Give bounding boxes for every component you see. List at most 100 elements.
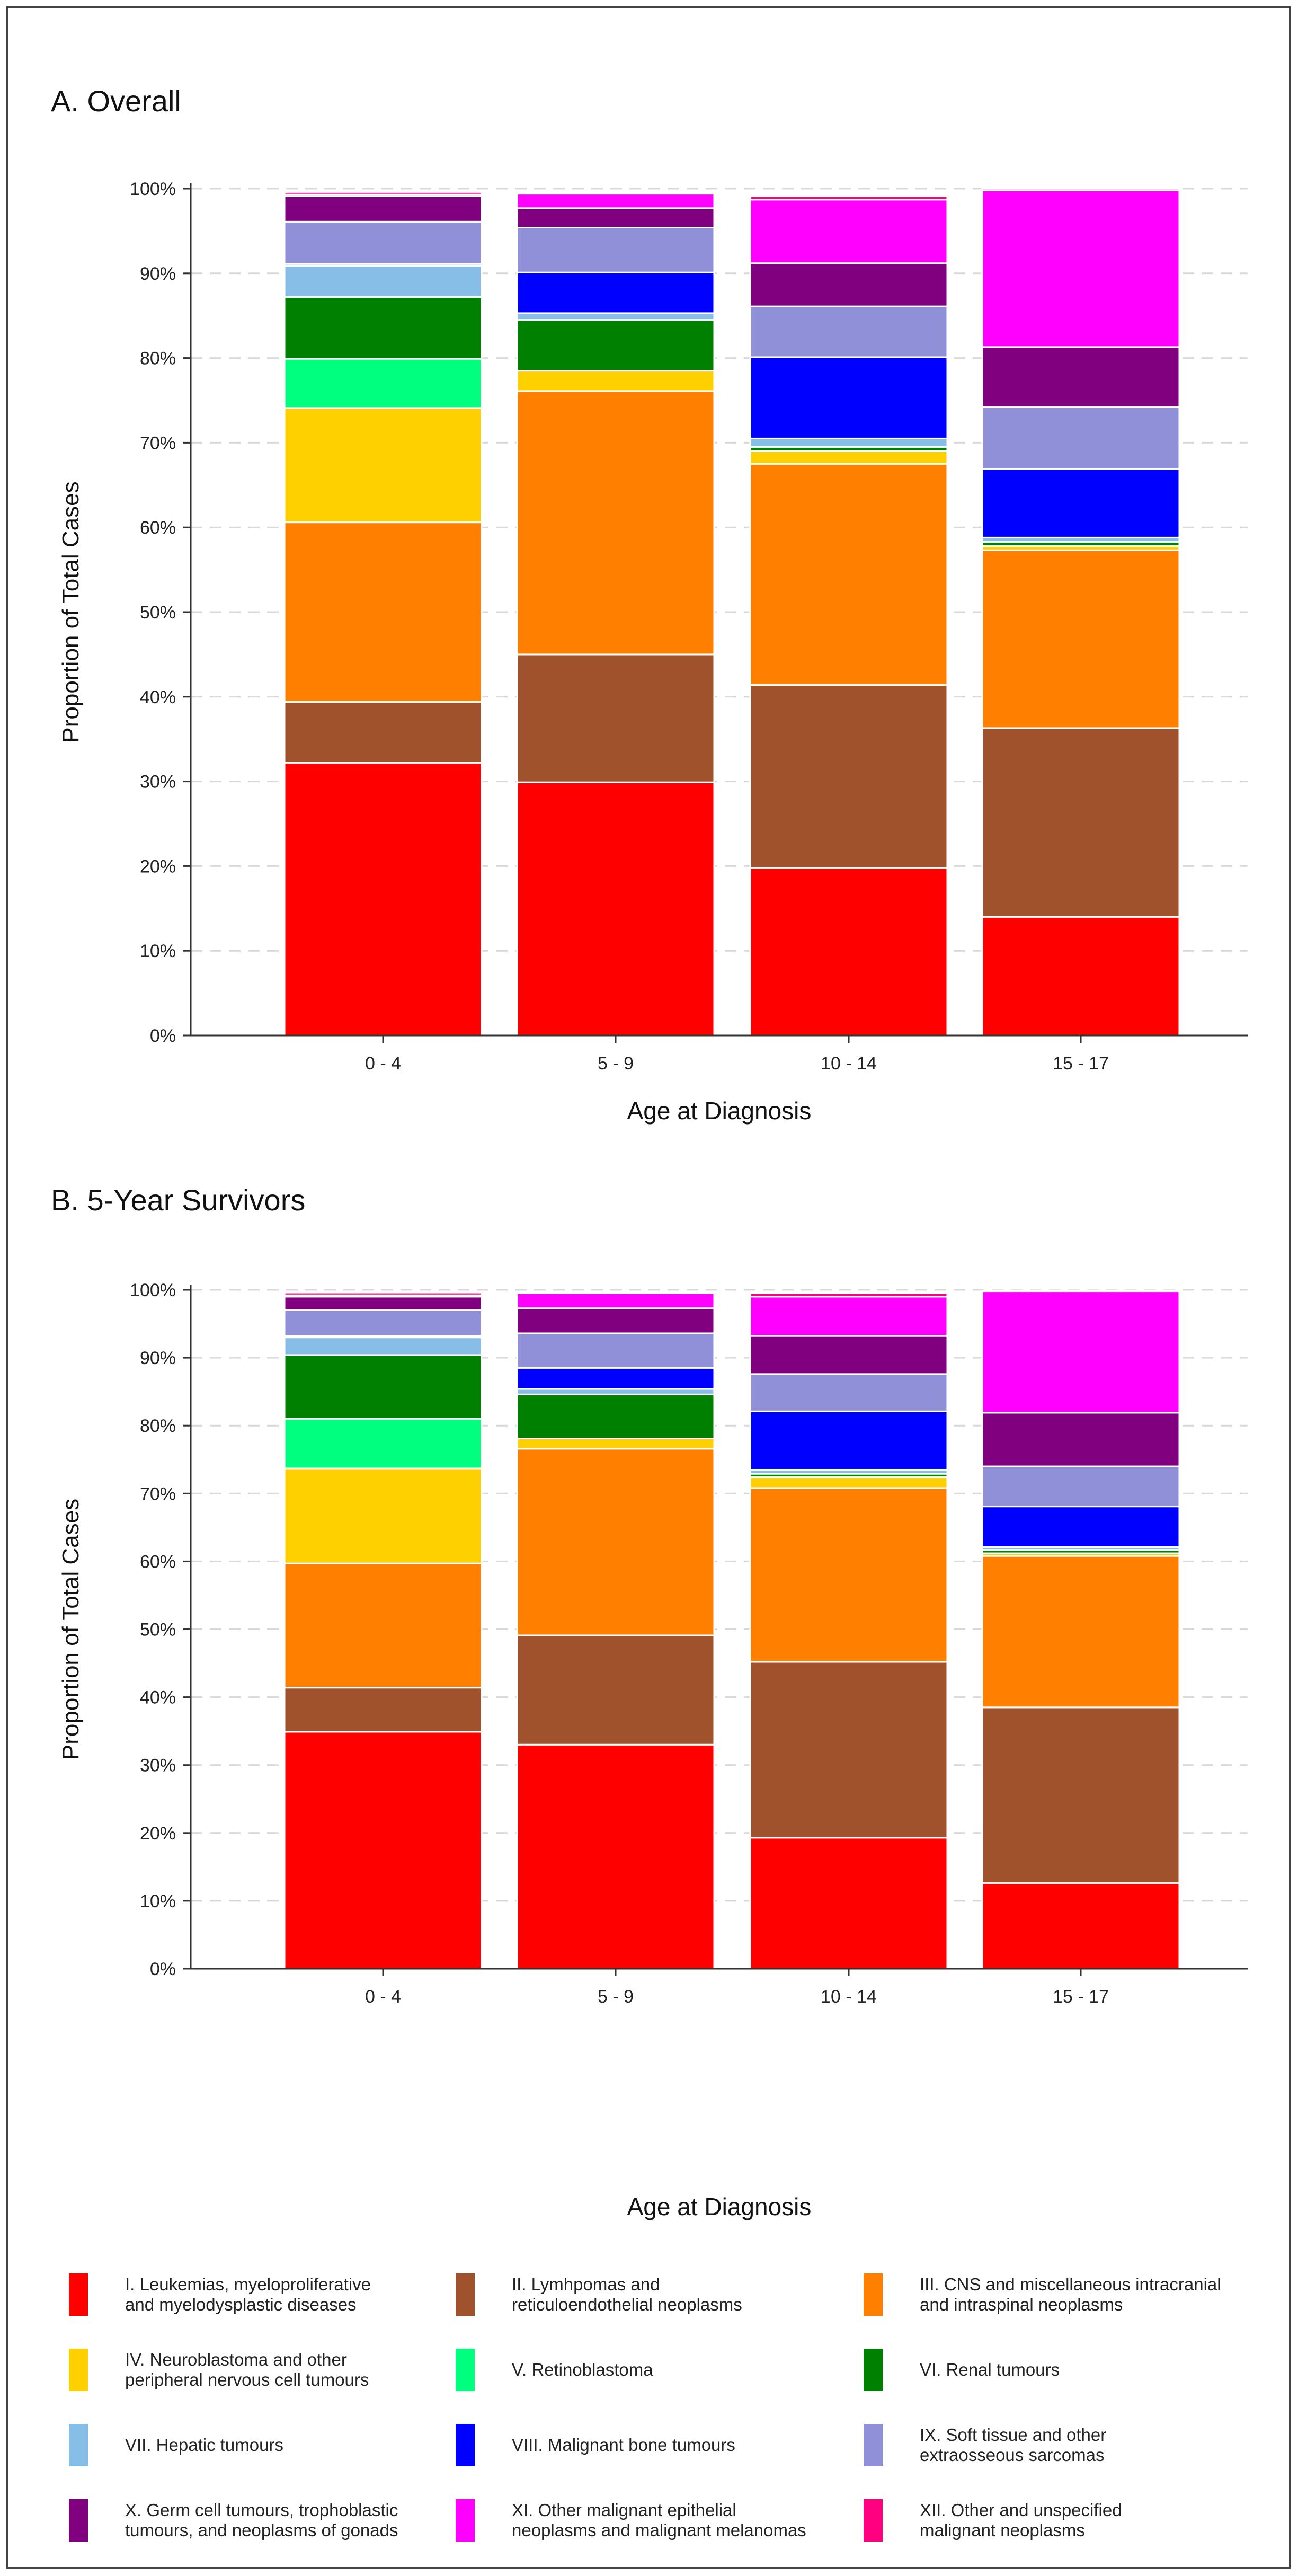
x-tick-label: 10 - 14 — [821, 1054, 877, 1074]
bar-segment-x — [749, 1335, 948, 1375]
bar-segment-xii — [516, 192, 715, 195]
y-tick-label: 20% — [140, 1823, 176, 1844]
bar-segment-ix — [283, 1309, 483, 1337]
legend-label-ii: II. Lymhpomas and reticuloendothelial ne… — [512, 2274, 742, 2314]
bar-segment-iii — [516, 390, 715, 656]
y-tick-label: 50% — [140, 603, 176, 623]
y-tick-label: 90% — [140, 264, 176, 284]
bar-segment-xii — [283, 1291, 483, 1296]
bar-segment-v — [283, 1418, 483, 1470]
legend-item-i: I. Leukemias, myeloproliferative and mye… — [69, 2268, 456, 2321]
bar-segment-ii — [283, 1687, 483, 1733]
bar-segment-xii — [981, 188, 1180, 191]
bar-segment-viii — [981, 468, 1180, 538]
y-tick-label: 90% — [140, 1348, 176, 1368]
legend-item-ix: IX. Soft tissue and other extraosseous s… — [864, 2419, 1266, 2472]
bar-segment-vi — [283, 296, 483, 360]
bar-segment-iv — [516, 1438, 715, 1450]
bar-segment-iv — [749, 1476, 948, 1489]
x-tick-label: 5 - 9 — [598, 1054, 634, 1074]
bar-segment-i — [749, 1837, 948, 1970]
legend-item-ii: II. Lymhpomas and reticuloendothelial ne… — [456, 2268, 864, 2321]
y-axis-label: Proportion of Total Cases — [58, 481, 84, 742]
legend-item-xii: XII. Other and unspecified malignant neo… — [864, 2494, 1266, 2547]
legend-swatch-i — [69, 2273, 88, 2316]
bar-segment-x — [981, 346, 1180, 408]
legend-swatch-vii — [69, 2424, 88, 2466]
legend-label-xii: XII. Other and unspecified malignant neo… — [920, 2500, 1122, 2540]
y-tick-label: 40% — [140, 687, 176, 707]
bar-segment-ii — [516, 653, 715, 783]
y-tick-label: 10% — [140, 941, 176, 961]
bar-segment-iii — [749, 1487, 948, 1663]
legend-label-v: V. Retinoblastoma — [512, 2360, 653, 2379]
bar-segment-xi — [749, 1296, 948, 1337]
bar-segment-vii — [283, 264, 483, 298]
y-tick-label: 30% — [140, 772, 176, 792]
y-tick-label: 0% — [150, 1026, 176, 1046]
bar-segment-ix — [283, 220, 483, 265]
bar-segment-i — [283, 1731, 483, 1970]
bar-segment-ix — [749, 305, 948, 358]
bar-segment-ii — [749, 1661, 948, 1839]
bar-segment-xii — [981, 1289, 1180, 1293]
bar-segment-vi — [516, 1393, 715, 1440]
legend-swatch-viii — [456, 2424, 475, 2466]
bar-segment-ii — [981, 727, 1180, 918]
bar-segment-x — [749, 262, 948, 307]
legend-label-vii: VII. Hepatic tumours — [125, 2435, 283, 2455]
legend-item-iii: III. CNS and miscellaneous intracranial … — [864, 2268, 1266, 2321]
legend-label-x: X. Germ cell tumours, trophoblastic tumo… — [125, 2500, 398, 2540]
bar-segment-iii — [283, 521, 483, 703]
bar-segment-vi — [516, 319, 715, 372]
bar-segment-x — [981, 1412, 1180, 1467]
legend-label-xi: XI. Other malignant epithelial neoplasms… — [512, 2500, 806, 2540]
legend-item-x: X. Germ cell tumours, trophoblastic tumo… — [69, 2494, 456, 2547]
bar-segment-v — [283, 358, 483, 409]
bar-segment-xii — [749, 195, 948, 201]
bar-segment-xi — [516, 1292, 715, 1309]
bar-segment-viii — [516, 1367, 715, 1390]
bar-segment-iv — [283, 407, 483, 524]
legend-item-v: V. Retinoblastoma — [456, 2343, 864, 2396]
legend-item-vii: VII. Hepatic tumours — [69, 2419, 456, 2472]
bar-segment-x — [516, 1307, 715, 1334]
bar-segment-iii — [981, 549, 1180, 729]
legend: I. Leukemias, myeloproliferative and mye… — [69, 2268, 1266, 2547]
y-tick-label: 100% — [130, 1280, 176, 1300]
bar-segment-vii — [749, 437, 948, 448]
bar-segment-iv — [749, 450, 948, 465]
bar-segment-vii — [516, 312, 715, 321]
y-tick-label: 70% — [140, 1484, 176, 1504]
legend-swatch-xii — [864, 2499, 883, 2542]
x-tick-label: 0 - 4 — [365, 1054, 401, 1074]
bar-segment-xi — [516, 193, 715, 209]
legend-swatch-iii — [864, 2273, 883, 2316]
legend-label-vi: VI. Renal tumours — [920, 2360, 1060, 2379]
legend-item-vi: VI. Renal tumours — [864, 2343, 1266, 2396]
chart-title: B. 5-Year Survivors — [51, 1183, 305, 1217]
bar-segment-i — [516, 1743, 715, 1970]
y-tick-label: 60% — [140, 1552, 176, 1572]
bar-segment-vii — [283, 1336, 483, 1356]
legend-item-xi: XI. Other malignant epithelial neoplasms… — [456, 2494, 864, 2547]
bar-segment-ii — [516, 1634, 715, 1746]
x-tick-label: 10 - 14 — [821, 1987, 877, 2007]
bar-segment-viii — [981, 1506, 1180, 1548]
x-axis-label: Age at Diagnosis — [627, 2193, 812, 2220]
bar-segment-ix — [749, 1373, 948, 1412]
y-tick-label: 10% — [140, 1891, 176, 1911]
bar-segment-xi — [749, 199, 948, 264]
legend-item-iv: IV. Neuroblastoma and other peripheral n… — [69, 2343, 456, 2396]
y-tick-label: 100% — [130, 179, 176, 199]
bar-segment-x — [283, 1296, 483, 1311]
bar-segment-i — [981, 1882, 1180, 1970]
bar-segment-vii — [516, 1388, 715, 1395]
y-tick-label: 0% — [150, 1959, 176, 1979]
bar-segment-ii — [749, 684, 948, 869]
y-tick-label: 60% — [140, 518, 176, 538]
bar-segment-ix — [981, 1465, 1180, 1508]
x-axis-label: Age at Diagnosis — [627, 1097, 812, 1125]
bar-segment-i — [981, 916, 1180, 1037]
bar-segment-x — [516, 207, 715, 229]
